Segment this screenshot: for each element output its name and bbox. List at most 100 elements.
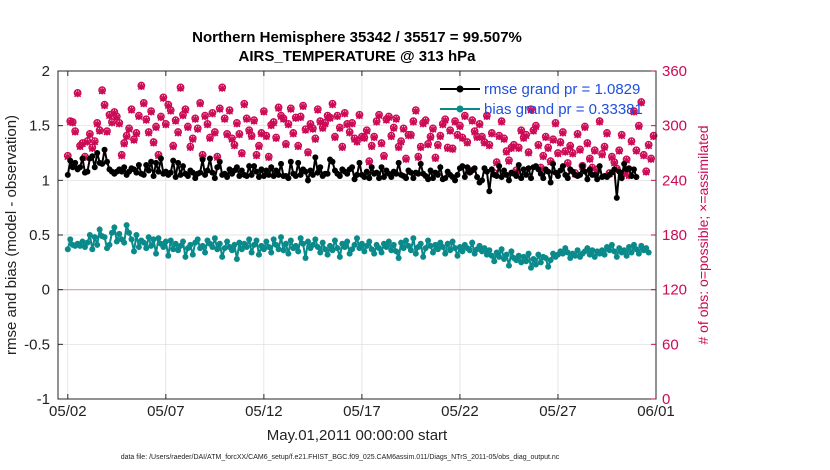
bias-point [589,247,596,254]
obs-assimilated-point [228,135,236,143]
bias-point [432,241,439,248]
obs-assimilated-point [642,168,650,176]
obs-assimilated-point [564,160,572,168]
obs-assimilated-point [422,117,430,125]
obs-assimilated-point [140,100,148,108]
bias-point [454,252,461,259]
obs-assimilated-point [476,121,484,129]
obs-assimilated-point [120,140,128,148]
bias-point [297,235,304,242]
rmse-point [184,172,191,179]
obs-assimilated-point [542,134,550,142]
obs-assimilated-point [412,107,420,115]
bias-point [317,249,324,256]
bias-point [356,245,363,252]
rmse-point [251,163,258,170]
obs-assimilated-point [353,138,361,146]
rmse-point [611,166,618,173]
bias-point [251,241,258,248]
bias-point [187,241,194,248]
obs-assimilated-point [343,121,351,129]
rmse-point [505,177,512,184]
obs-assimilated-point [603,130,611,138]
obs-assimilated-point [346,129,354,137]
legend-rmse-marker [456,85,464,93]
rmse-point [557,167,564,174]
y2-tick-label: 240 [662,172,687,189]
obs-assimilated-point [74,90,82,98]
rmse-point [586,166,593,173]
rmse-point [287,158,294,165]
bias-point [498,246,505,253]
rmse-point [366,175,373,182]
legend-bias-label: bias grand pr = 0.33381 [484,101,643,118]
bias-point [123,222,130,229]
rmse-point [297,171,304,178]
bias-point [96,226,103,233]
obs-assimilated-point [177,84,185,92]
rmse-point [579,163,586,170]
bias-point [459,248,466,255]
obs-assimilated-point [230,142,238,150]
obs-assimilated-point [498,118,506,126]
bias-point [309,241,316,248]
bias-point [547,257,554,264]
legend-bias-marker [456,105,464,113]
bias-point [341,244,348,251]
error-series [64,146,652,271]
rmse-point [437,164,444,171]
bias-point [532,261,539,268]
obs-assimilated-point [640,152,648,160]
bias-point [447,247,454,254]
obs-assimilated-point [358,134,366,142]
rmse-point [584,176,591,183]
bias-point [314,244,321,251]
obs-assimilated-point [434,142,442,150]
obs-assimilated-point [69,119,77,127]
bias-point [133,232,140,238]
obs-assimilated-point [417,144,425,152]
x-tick-label: 05/02 [49,403,87,420]
bias-point [371,250,378,257]
obs-assimilated-point [478,134,486,142]
obs-assimilated-point [71,128,79,136]
rmse-point [329,158,336,165]
obs-assimilated-point [321,120,329,128]
rmse-point [427,167,434,174]
rmse-point [233,164,240,171]
obs-assimilated-point [238,150,246,158]
bias-point [417,240,424,247]
obs-assimilated-point [645,142,653,150]
obs-assimilated-point [130,136,138,144]
rmse-point [177,171,184,178]
obs-assimilated-point [512,167,520,175]
rmse-point [214,164,221,171]
bias-point [275,246,282,253]
obs-assimilated-point [581,123,589,131]
rmse-point [501,167,508,174]
bias-point [128,236,135,243]
obs-assimilated-point [179,112,187,120]
bias-point [67,236,74,243]
obs-assimilated-point [284,121,292,129]
rmse-point [314,169,321,176]
obs-assimilated-point [275,104,283,112]
obs-assimilated-point [473,134,481,142]
obs-assimilated-point [439,121,447,129]
rmse-point [354,171,360,178]
bias-point [170,246,177,253]
rmse-point [265,171,272,178]
obs-assimilated-point [373,118,381,126]
bias-point [295,248,302,255]
bias-point [530,256,537,263]
bias-point [601,251,608,258]
bias-point [265,244,272,251]
obs-assimilated-point [83,138,91,146]
rmse-point [135,162,142,169]
bias-point [395,254,402,261]
bias-point [407,247,414,254]
bias-point [501,256,508,263]
rmse-point [263,167,270,174]
obs-assimilated-point [306,121,314,129]
rmse-point [540,175,547,182]
